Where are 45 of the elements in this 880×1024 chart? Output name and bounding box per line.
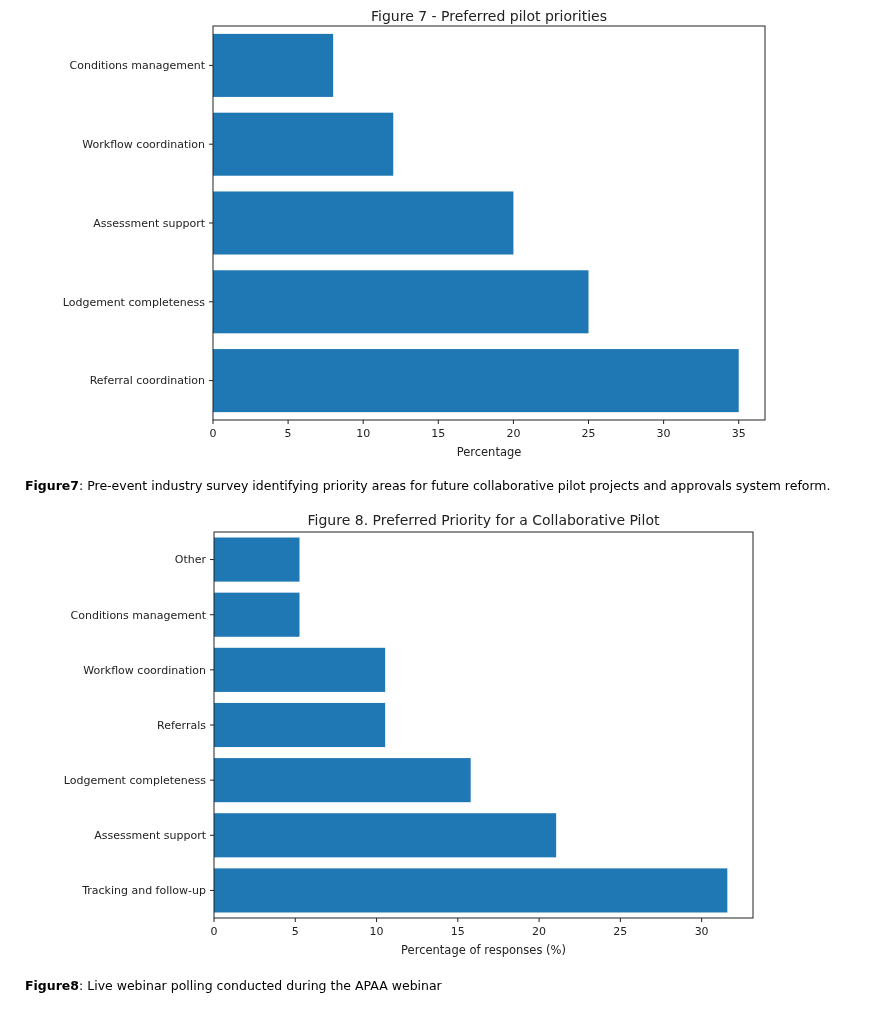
chart-title: Figure 7 - Preferred pilot priorities	[371, 8, 607, 24]
bar	[214, 592, 300, 637]
x-tick-label: 10	[369, 925, 384, 938]
bar	[213, 112, 394, 176]
y-tick-label: Conditions management	[69, 59, 206, 73]
y-tick-label: Assessment support	[94, 829, 207, 843]
bar	[213, 349, 739, 413]
bar	[213, 191, 514, 255]
bar	[214, 813, 557, 858]
x-tick-label: 20	[506, 427, 521, 440]
x-tick-label: 15	[450, 925, 465, 938]
y-tick-label: Referral coordination	[89, 374, 206, 388]
x-axis-title: Percentage	[456, 445, 522, 459]
x-tick-label: 30	[694, 925, 709, 938]
bar	[214, 537, 300, 582]
caption: Figure7: Pre-event industry survey identifying priority areas for future collaborative pilot projects and approvals system reform.	[25, 478, 831, 493]
x-tick-label: 30	[656, 427, 671, 440]
x-tick-label: 25	[581, 427, 596, 440]
x-tick-label: 20	[532, 925, 547, 938]
bar	[214, 868, 728, 913]
x-tick-label: 10	[356, 427, 371, 440]
y-tick-label: Conditions management	[70, 608, 207, 622]
y-tick-label: Referrals	[157, 718, 207, 732]
chart-title: Figure 8. Preferred Priority for a Collaborative Pilot	[307, 512, 660, 528]
bar	[213, 270, 589, 334]
x-tick-label: 35	[731, 427, 746, 440]
x-axis-title: Percentage of responses (%)	[401, 943, 566, 957]
x-tick-label: 15	[431, 427, 446, 440]
x-tick-label: 5	[284, 427, 292, 440]
bar	[214, 647, 386, 692]
caption: Figure8: Live webinar polling conducted during the APAA webinar	[25, 978, 443, 993]
y-tick-label: Workflow coordination	[82, 138, 206, 152]
x-tick-label: 0	[209, 427, 217, 440]
y-tick-label: Lodgement completeness	[63, 773, 207, 787]
y-tick-label: Assessment support	[93, 216, 206, 230]
y-tick-label: Other	[174, 553, 207, 567]
x-tick-label: 0	[210, 925, 218, 938]
x-tick-label: 5	[291, 925, 299, 938]
bar	[214, 758, 471, 803]
y-tick-label: Lodgement completeness	[62, 295, 206, 309]
bar	[214, 702, 386, 748]
x-tick-label: 25	[613, 925, 628, 938]
y-tick-label: Workflow coordination	[83, 663, 207, 677]
y-tick-label: Tracking and follow-up	[81, 884, 206, 898]
bar	[213, 33, 334, 97]
